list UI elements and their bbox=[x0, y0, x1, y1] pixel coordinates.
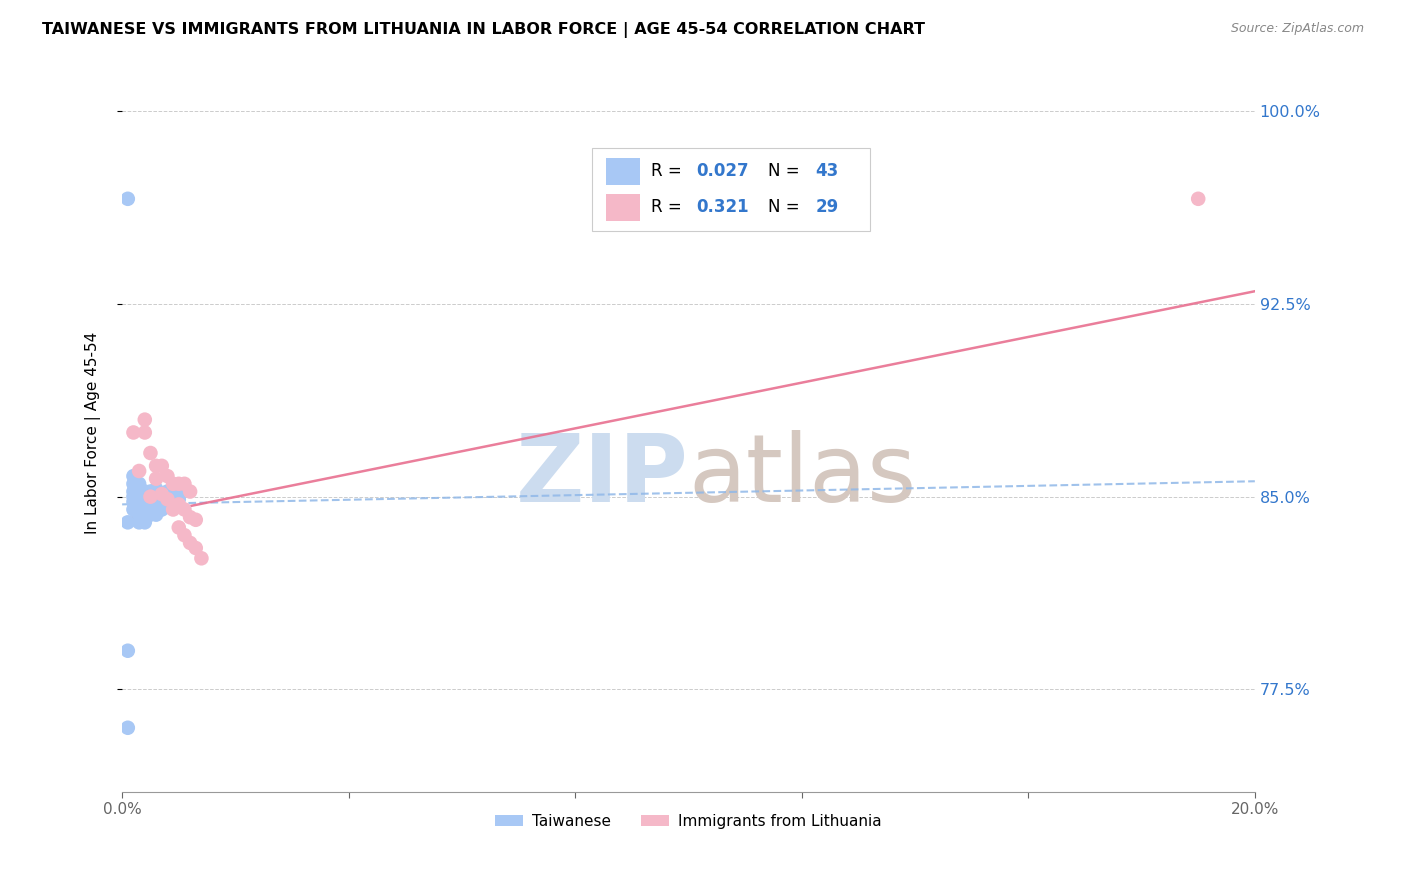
FancyBboxPatch shape bbox=[592, 148, 870, 231]
Point bbox=[122, 490, 145, 504]
Point bbox=[156, 492, 179, 507]
Point bbox=[139, 490, 162, 504]
Point bbox=[117, 721, 139, 735]
Point bbox=[167, 484, 190, 499]
Point bbox=[128, 495, 150, 509]
Point bbox=[179, 510, 201, 524]
Point bbox=[167, 497, 190, 511]
Point bbox=[173, 476, 195, 491]
FancyBboxPatch shape bbox=[606, 194, 640, 221]
Point bbox=[150, 502, 173, 516]
Point bbox=[150, 458, 173, 473]
Point bbox=[128, 490, 150, 504]
Point bbox=[167, 476, 190, 491]
Point bbox=[134, 412, 156, 426]
Point bbox=[184, 541, 207, 555]
Point bbox=[156, 469, 179, 483]
Point bbox=[122, 469, 145, 483]
Point bbox=[134, 497, 156, 511]
Point bbox=[179, 484, 201, 499]
Point bbox=[134, 516, 156, 530]
Point bbox=[128, 482, 150, 496]
Text: 29: 29 bbox=[815, 198, 838, 217]
Point bbox=[173, 502, 195, 516]
Text: 43: 43 bbox=[815, 162, 838, 180]
Point bbox=[190, 551, 212, 566]
Point bbox=[128, 508, 150, 522]
Point bbox=[145, 458, 167, 473]
Point bbox=[179, 536, 201, 550]
Point bbox=[145, 487, 167, 501]
Point bbox=[122, 495, 145, 509]
Point bbox=[150, 495, 173, 509]
Point bbox=[122, 476, 145, 491]
Text: R =: R = bbox=[651, 198, 688, 217]
Point bbox=[156, 484, 179, 499]
Point bbox=[128, 497, 150, 511]
Text: N =: N = bbox=[768, 162, 804, 180]
Legend: Taiwanese, Immigrants from Lithuania: Taiwanese, Immigrants from Lithuania bbox=[489, 807, 887, 835]
Point bbox=[145, 497, 167, 511]
Point bbox=[128, 476, 150, 491]
Point bbox=[1187, 192, 1209, 206]
Point bbox=[134, 492, 156, 507]
FancyBboxPatch shape bbox=[606, 158, 640, 186]
Point bbox=[122, 502, 145, 516]
Point bbox=[134, 425, 156, 440]
Point bbox=[184, 513, 207, 527]
Point bbox=[156, 500, 179, 514]
Point bbox=[156, 492, 179, 507]
Point bbox=[145, 508, 167, 522]
Point bbox=[167, 520, 190, 534]
Point bbox=[139, 492, 162, 507]
Point bbox=[145, 492, 167, 507]
Point bbox=[145, 472, 167, 486]
Text: TAIWANESE VS IMMIGRANTS FROM LITHUANIA IN LABOR FORCE | AGE 45-54 CORRELATION CH: TAIWANESE VS IMMIGRANTS FROM LITHUANIA I… bbox=[42, 22, 925, 38]
Text: atlas: atlas bbox=[689, 430, 917, 522]
Point bbox=[122, 425, 145, 440]
Text: Source: ZipAtlas.com: Source: ZipAtlas.com bbox=[1230, 22, 1364, 36]
Point bbox=[128, 516, 150, 530]
Point bbox=[134, 508, 156, 522]
Point bbox=[162, 476, 184, 491]
Point bbox=[139, 508, 162, 522]
Point bbox=[150, 487, 173, 501]
Point bbox=[117, 516, 139, 530]
Y-axis label: In Labor Force | Age 45-54: In Labor Force | Age 45-54 bbox=[86, 331, 101, 533]
Text: 0.027: 0.027 bbox=[696, 162, 749, 180]
Point bbox=[139, 484, 162, 499]
Point bbox=[128, 502, 150, 516]
Point bbox=[139, 500, 162, 514]
Point bbox=[128, 464, 150, 478]
Text: R =: R = bbox=[651, 162, 688, 180]
Point bbox=[139, 446, 162, 460]
Point bbox=[117, 644, 139, 658]
Point bbox=[145, 482, 167, 496]
Point bbox=[173, 528, 195, 542]
Point bbox=[134, 484, 156, 499]
Point bbox=[122, 484, 145, 499]
Text: 0.321: 0.321 bbox=[696, 198, 749, 217]
Point bbox=[167, 492, 190, 507]
Point bbox=[128, 487, 150, 501]
Text: ZIP: ZIP bbox=[516, 430, 689, 522]
Point bbox=[162, 502, 184, 516]
Text: N =: N = bbox=[768, 198, 804, 217]
Point bbox=[162, 495, 184, 509]
Point bbox=[117, 192, 139, 206]
Point bbox=[162, 487, 184, 501]
Point bbox=[150, 487, 173, 501]
